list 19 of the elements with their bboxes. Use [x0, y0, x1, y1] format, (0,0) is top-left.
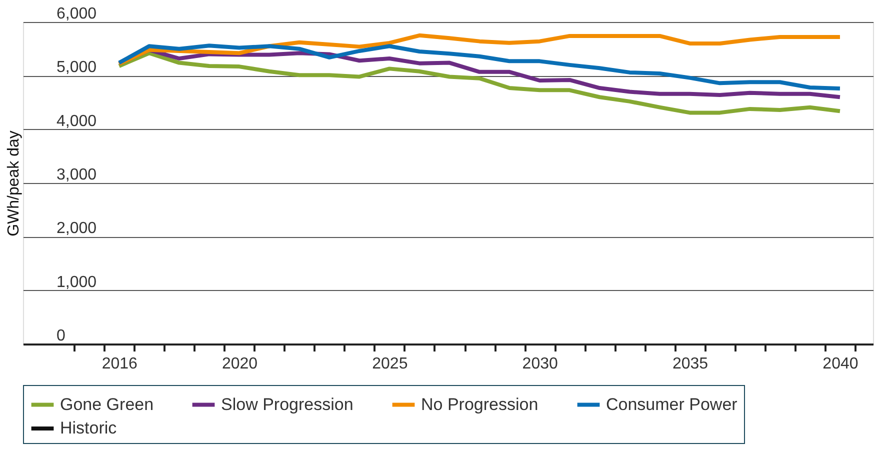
y-tick-label: 0 [56, 328, 66, 344]
x-tick-label: 2020 [222, 356, 258, 372]
y-tick-label: 6,000 [56, 6, 97, 22]
legend-label: No Progression [421, 394, 538, 414]
legend-label: Gone Green [60, 394, 154, 414]
y-tick-label: 2,000 [56, 220, 97, 238]
legend-label: Consumer Power [606, 394, 738, 414]
legend-label: Historic [60, 418, 118, 438]
y-tick-label: 1,000 [56, 274, 97, 291]
x-tick-label: 2016 [102, 356, 138, 372]
y-tick-label: 5,000 [56, 59, 97, 76]
y-tick-label: 4,000 [56, 112, 97, 130]
x-tick-label: 2035 [672, 356, 708, 372]
x-tick-label: 2030 [522, 356, 558, 372]
x-tick-label: 2025 [372, 356, 408, 372]
y-tick-label: 3,000 [56, 166, 97, 184]
legend-label: Slow Progression [221, 394, 354, 414]
x-tick-label: 2040 [822, 356, 858, 372]
y-axis-title: GWh/peak day [6, 130, 22, 236]
